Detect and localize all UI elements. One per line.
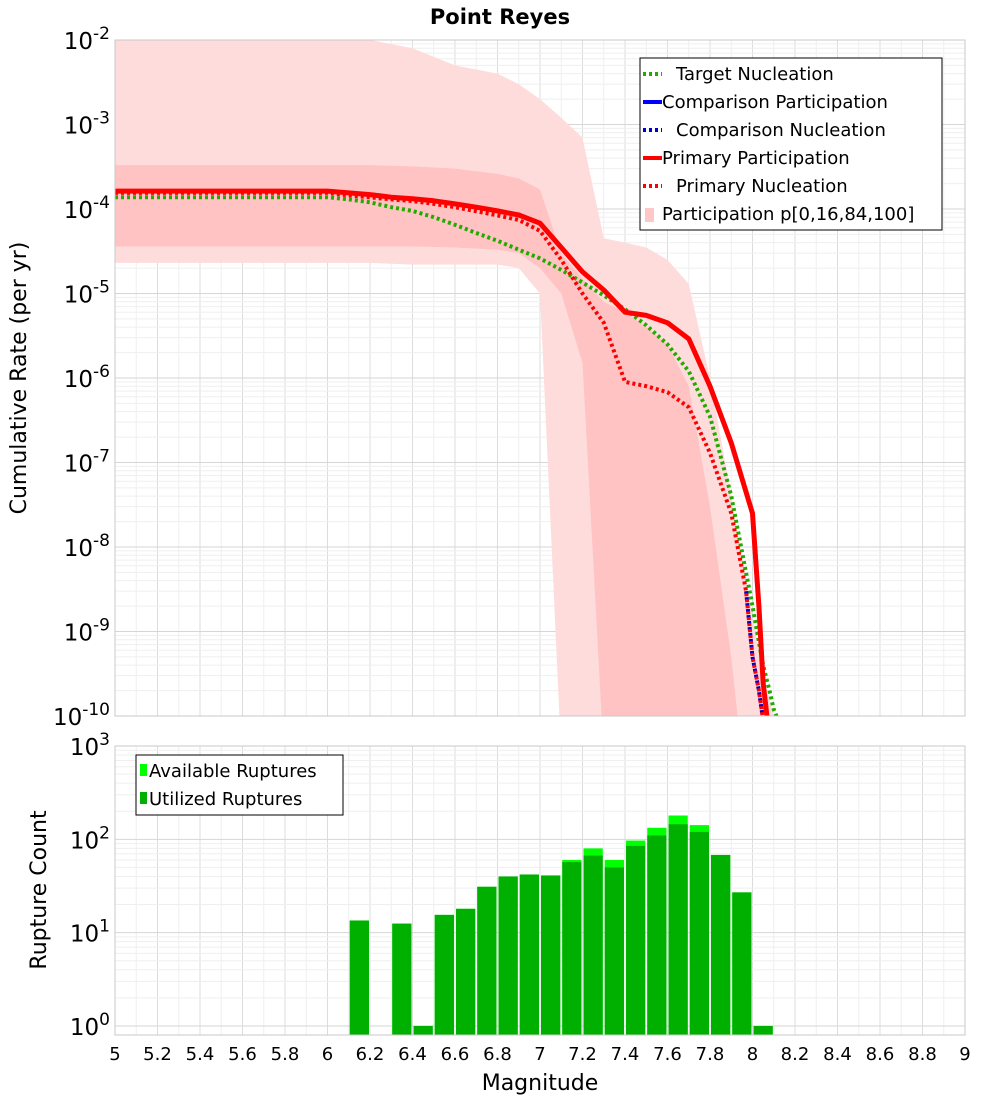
rupture-bar (604, 867, 624, 1035)
x-axis-label: Magnitude (482, 1071, 599, 1096)
rupture-bar (668, 824, 688, 1035)
bottom-y-tick-label: 103 (70, 730, 110, 761)
rupture-bar (689, 831, 709, 1035)
legend-label: Participation p[0,16,84,100] (662, 204, 914, 225)
bottom-y-tick-label: 101 (70, 917, 110, 948)
top-y-tick-label: 10-5 (64, 278, 110, 309)
rupture-bar (732, 892, 752, 1035)
x-tick-label: 7.8 (696, 1044, 725, 1065)
x-tick-label: 6.4 (398, 1044, 427, 1065)
legend-label: Target Nucleation (675, 64, 834, 85)
x-tick-label: 5.8 (271, 1044, 300, 1065)
rupture-bar (434, 914, 454, 1035)
legend-label: Comparison Nucleation (676, 120, 886, 141)
legend-swatch (140, 764, 147, 776)
x-tick-label: 8.8 (908, 1044, 937, 1065)
rupture-bar (477, 886, 497, 1035)
top-y-tick-label: 10-4 (64, 193, 110, 224)
top-y-tick-label: 10-2 (64, 24, 110, 55)
bar-series-utilized-ruptures (349, 824, 773, 1035)
x-tick-label: 9 (959, 1044, 970, 1065)
top-y-axis-label: Cumulative Rate (per yr) (7, 242, 32, 515)
x-tick-label: 8.2 (781, 1044, 810, 1065)
top-y-tick-label: 10-3 (64, 109, 110, 140)
x-tick-label: 6.8 (483, 1044, 512, 1065)
top-y-tick-label: 10-10 (53, 700, 110, 731)
bottom-legend-box (135, 754, 344, 816)
x-tick-label: 6.2 (356, 1044, 385, 1065)
bottom-plot-frame (114, 745, 966, 1036)
series-line-target-nucleation (115, 195, 779, 716)
top-y-tick-label: 10-8 (64, 531, 110, 562)
legend-label: Available Ruptures (149, 761, 317, 782)
rupture-bar (711, 854, 731, 1035)
rupture-bar (583, 855, 603, 1035)
series-line-primary-participation (115, 188, 770, 716)
x-tick-label: 8 (747, 1044, 758, 1065)
rupture-bar (456, 908, 476, 1035)
top-plot-frame (114, 39, 966, 717)
legend-swatch (645, 208, 654, 222)
participation-inner-band (115, 165, 738, 716)
x-tick-label: 7 (534, 1044, 545, 1065)
rupture-bar (392, 923, 412, 1035)
rupture-count-plot: 100 101 102 103 5 5.2 5.4 5.6 5.8 6 6.2 6.4 6.6 6.8 7 7… (70, 730, 971, 1065)
rupture-bar (519, 874, 539, 1035)
series-line-primary-nucleation (115, 190, 765, 716)
series-lines (115, 188, 779, 716)
legend-label: Primary Participation (662, 148, 850, 169)
top-y-tick-label: 10-7 (64, 447, 110, 478)
top-legend-box (639, 57, 943, 231)
legend-label: Utilized Ruptures (149, 789, 302, 810)
x-tick-label: 8.4 (823, 1044, 852, 1065)
x-tick-label: 7.6 (653, 1044, 682, 1065)
rupture-bar (647, 835, 667, 1035)
rupture-bar (753, 1025, 773, 1035)
legend-label: Primary Nucleation (676, 176, 848, 197)
rupture-bar (349, 920, 369, 1035)
x-tick-label: 8.6 (866, 1044, 895, 1065)
bottom-y-tick-label: 102 (70, 823, 110, 854)
x-tick-label: 5 (109, 1044, 120, 1065)
legend-label: Comparison Participation (662, 92, 888, 113)
x-tick-label: 6.6 (441, 1044, 470, 1065)
x-tick-label: 6 (322, 1044, 333, 1065)
x-tick-label: 7.2 (568, 1044, 597, 1065)
bottom-y-tick-label: 100 (70, 1010, 110, 1041)
series-line-comparison-nucleation (744, 591, 765, 716)
rupture-bar (626, 845, 646, 1035)
bottom-y-axis-label: Rupture Count (27, 810, 52, 970)
top-y-tick-label: 10-9 (64, 616, 110, 647)
x-tick-label: 5.4 (186, 1044, 215, 1065)
chart-title: Point Reyes (430, 5, 570, 29)
legend-swatch (140, 792, 147, 804)
x-tick-label: 5.2 (143, 1044, 172, 1065)
x-tick-label: 7.4 (611, 1044, 640, 1065)
rupture-bar (413, 1025, 433, 1035)
participation-band-group (115, 40, 774, 716)
x-tick-label: 5.6 (228, 1044, 257, 1065)
rupture-bar (541, 875, 561, 1035)
top-y-tick-label: 10-6 (64, 362, 110, 393)
rate-plot: 10-10 10-9 10-8 10-7 10-6 10-5 10-4 10-3 10-2 Tar… (53, 24, 966, 731)
rupture-bar (498, 876, 518, 1035)
rupture-bar (562, 862, 582, 1035)
